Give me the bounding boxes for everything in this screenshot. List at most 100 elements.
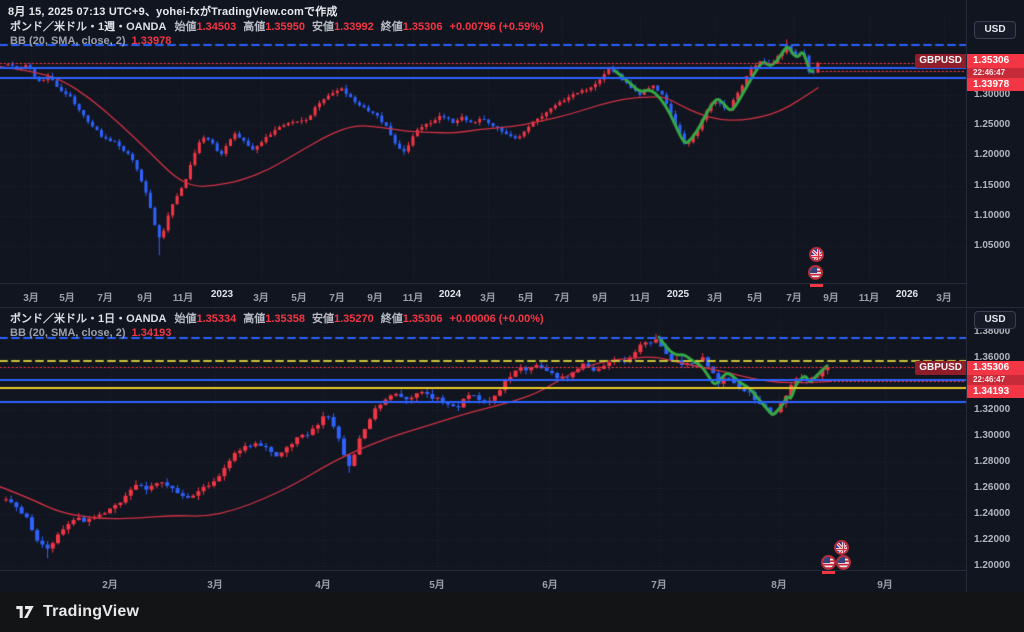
pane-divider bbox=[0, 307, 1024, 308]
close-value: 1.35306 bbox=[402, 313, 443, 325]
low-value: 1.35270 bbox=[333, 313, 374, 325]
close-label: 終値 bbox=[380, 21, 403, 33]
price-axis-label: 1.15000 bbox=[974, 180, 1011, 191]
time-axis-label: 9月 bbox=[592, 293, 608, 304]
open-value: 1.35334 bbox=[196, 313, 237, 325]
price-axis-label: 1.20000 bbox=[974, 149, 1011, 160]
indicator-name: BB (20, SMA, close, 2) bbox=[10, 35, 126, 47]
legend-symbol-row[interactable]: ポンド／米ドル・1日・OANDA 始値1.35334 高値1.35358 安値1.35… bbox=[10, 312, 544, 326]
daily-chart-canvas[interactable] bbox=[0, 308, 966, 570]
open-value: 1.34503 bbox=[196, 21, 237, 33]
current-bar-tick bbox=[822, 571, 835, 574]
price-axis-label: 1.32000 bbox=[974, 404, 1011, 415]
legend-indicator-row[interactable]: BB (20, SMA, close, 2) 1.33978 bbox=[10, 34, 544, 48]
uk-flag-icon[interactable] bbox=[809, 247, 824, 262]
time-axis-label: 11月 bbox=[172, 293, 194, 304]
time-axis-label: 9月 bbox=[877, 580, 893, 591]
time-axis-label: 3月 bbox=[707, 293, 723, 304]
time-axis-label: 4月 bbox=[315, 580, 331, 591]
time-axis-label: 7月 bbox=[329, 293, 345, 304]
high-label: 高値 bbox=[243, 21, 266, 33]
time-axis-label: 9月 bbox=[823, 293, 839, 304]
price-axis-label: 1.30000 bbox=[974, 89, 1011, 100]
bar-countdown-label: 22:46:47 bbox=[967, 375, 1024, 385]
tradingview-wordmark: TradingView bbox=[43, 603, 140, 620]
indicator-value: 1.34193 bbox=[131, 327, 172, 339]
weekly-chart-canvas[interactable] bbox=[0, 16, 966, 283]
open-label: 始値 bbox=[174, 313, 197, 325]
high-value: 1.35950 bbox=[265, 21, 305, 33]
tradingview-logo[interactable]: TradingView bbox=[14, 601, 139, 623]
low-label: 安値 bbox=[311, 21, 334, 33]
price-axis-label: 1.38000 bbox=[974, 326, 1011, 337]
current-bar-tick bbox=[810, 284, 823, 287]
symbol-price-tag: GBPUSD bbox=[915, 54, 966, 68]
time-axis-label: 3月 bbox=[207, 580, 223, 591]
time-axis-label: 11月 bbox=[629, 293, 651, 304]
time-axis-label: 5月 bbox=[747, 293, 763, 304]
indicator-price-label: 1.34193 bbox=[967, 385, 1024, 398]
price-axis[interactable]: 1.30000 1.25000 1.20000 1.15000 1.10000 1.050… bbox=[966, 0, 1024, 592]
time-axis-label: 7月 bbox=[651, 580, 667, 591]
open-label: 始値 bbox=[174, 21, 197, 33]
price-axis-label: 1.05000 bbox=[974, 240, 1011, 251]
price-axis-label: 1.28000 bbox=[974, 456, 1011, 467]
price-axis-label: 1.22000 bbox=[974, 534, 1011, 545]
footer-bar: TradingView bbox=[0, 592, 1024, 632]
time-axis-label: 5月 bbox=[291, 293, 307, 304]
daily-time-axis[interactable]: 2月 3月 4月 5月 6月 7月 8月 9月 bbox=[0, 570, 966, 592]
time-axis-label: 11月 bbox=[858, 293, 880, 304]
symbol-price-tag: GBPUSD bbox=[915, 361, 966, 375]
weekly-chart-legend[interactable]: ポンド／米ドル・1週・OANDA 始値1.34503 高値1.35950 安値 1.33… bbox=[10, 20, 544, 48]
time-axis-label: 3月 bbox=[23, 293, 39, 304]
price-axis-label: 1.36000 bbox=[974, 352, 1011, 363]
time-axis-label: 2026 bbox=[895, 289, 919, 300]
price-axis-label: 1.10000 bbox=[974, 210, 1011, 221]
time-axis-label: 2025 bbox=[666, 289, 690, 300]
us-flag-icon[interactable] bbox=[836, 555, 851, 570]
change-value: +0.00006 (+0.00%) bbox=[449, 313, 544, 325]
time-axis-label: 2024 bbox=[438, 289, 462, 300]
change-value: +0.00796 (+0.59%) bbox=[449, 21, 544, 33]
high-value: 1.35358 bbox=[265, 313, 305, 325]
legend-symbol-row[interactable]: ポンド／米ドル・1週・OANDA 始値1.34503 高値1.35950 安値1.33… bbox=[10, 20, 544, 34]
time-axis-label: 7月 bbox=[786, 293, 802, 304]
credit-text: 8月 15, 2025 07:13 UTC+9、yohei-fxがTrading… bbox=[8, 6, 338, 18]
time-axis-label: 5月 bbox=[518, 293, 534, 304]
bar-countdown-label: 22:46:47 bbox=[967, 68, 1024, 78]
us-flag-icon[interactable] bbox=[821, 555, 836, 570]
daily-chart-legend[interactable]: ポンド／米ドル・1日・OANDA 始値1.35334 高値1.35358 安値1.35… bbox=[10, 312, 544, 340]
time-axis-label: 5月 bbox=[59, 293, 75, 304]
close-value: 1.35306 bbox=[402, 21, 443, 33]
time-axis-label: 3月 bbox=[480, 293, 496, 304]
low-label: 安値 bbox=[311, 313, 334, 325]
legend-indicator-row[interactable]: BB (20, SMA, close, 2) 1.34193 bbox=[10, 326, 544, 340]
time-axis-label: 8月 bbox=[771, 580, 787, 591]
us-flag-icon[interactable] bbox=[808, 265, 823, 280]
last-price-label: 1.35306 bbox=[967, 361, 1024, 375]
indicator-value: 1.33978 bbox=[131, 35, 172, 47]
time-axis-label: 2月 bbox=[102, 580, 118, 591]
time-axis-label: 7月 bbox=[554, 293, 570, 304]
close-label: 終値 bbox=[380, 313, 403, 325]
time-axis-label: 3月 bbox=[253, 293, 269, 304]
price-axis-label: 1.30000 bbox=[974, 430, 1011, 441]
high-label: 高値 bbox=[243, 313, 266, 325]
time-axis-label: 9月 bbox=[137, 293, 153, 304]
weekly-time-axis[interactable]: 3月 5月 7月 9月 11月 2023 3月 5月 7月 9月 11月 2024 3月 5月 7月 9月 11… bbox=[0, 283, 966, 306]
time-axis-label: 6月 bbox=[542, 580, 558, 591]
price-axis-label: 1.25000 bbox=[974, 119, 1011, 130]
tradingview-logo-icon bbox=[16, 606, 34, 618]
price-axis-label: 1.24000 bbox=[974, 508, 1011, 519]
currency-toggle-button[interactable]: USD bbox=[974, 21, 1016, 39]
symbol-title: ポンド／米ドル・1週・OANDA bbox=[10, 21, 167, 33]
time-axis-label: 2023 bbox=[210, 289, 234, 300]
time-axis-label: 5月 bbox=[429, 580, 445, 591]
time-axis-label: 3月 bbox=[936, 293, 952, 304]
indicator-name: BB (20, SMA, close, 2) bbox=[10, 327, 126, 339]
uk-flag-icon[interactable] bbox=[834, 540, 849, 555]
currency-toggle-button[interactable]: USD bbox=[974, 311, 1016, 329]
time-axis-label: 7月 bbox=[97, 293, 113, 304]
last-price-label: 1.35306 bbox=[967, 54, 1024, 68]
